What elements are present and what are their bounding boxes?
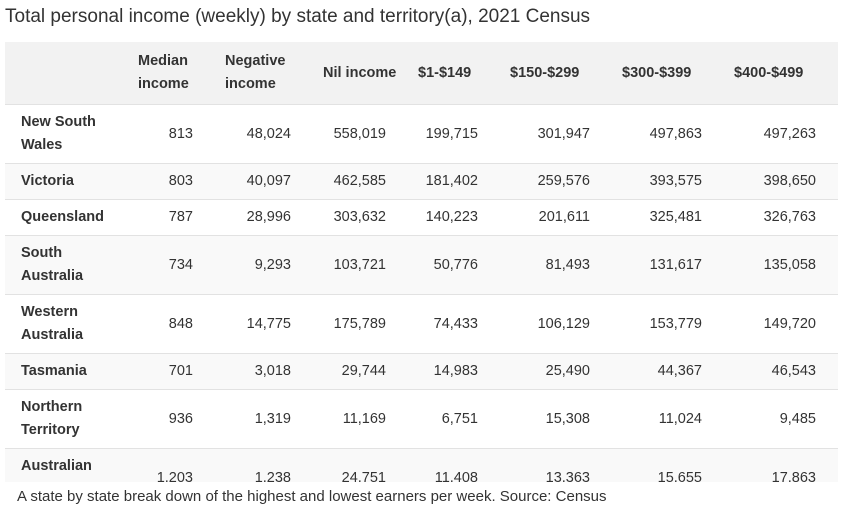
header-row: Median income Negative income Nil income $1… xyxy=(5,42,838,105)
value-cell: 81,493 xyxy=(500,235,612,295)
header-cell: Nil income xyxy=(313,42,408,105)
value-cell: 11,169 xyxy=(313,389,408,449)
value-cell: 181,402 xyxy=(408,163,500,200)
value-cell: 14,983 xyxy=(408,353,500,390)
value-cell: 199,715 xyxy=(408,104,500,164)
value-cell: 1,319 xyxy=(215,389,313,449)
value-cell: 74,433 xyxy=(408,294,500,354)
value-cell: 40,097 xyxy=(215,163,313,200)
state-cell: South Australia xyxy=(5,235,128,295)
value-cell: 15,308 xyxy=(500,389,612,449)
table-row: Tasmania 701 3,018 29,744 14,983 25,490 44,367… xyxy=(5,353,838,390)
state-cell: Tasmania xyxy=(5,353,128,390)
table-row: Australian Capital1,2031,23824,75111,408… xyxy=(5,448,838,482)
value-cell: 140,223 xyxy=(408,199,500,236)
header-cell: $300-$399 xyxy=(612,42,724,105)
value-cell: 393,575 xyxy=(612,163,724,200)
value-cell: 15,655 xyxy=(612,448,724,482)
value-cell: 131,617 xyxy=(612,235,724,295)
table-row: South Australia 734 9,293 103,721 50,776 81,4… xyxy=(5,235,838,295)
header-cell: $150-$299 xyxy=(500,42,612,105)
income-table: Median income Negative income Nil income $1… xyxy=(5,42,838,482)
value-cell: 497,863 xyxy=(612,104,724,164)
value-cell: 9,485 xyxy=(724,389,838,449)
state-cell: Northern Territory xyxy=(5,389,128,449)
header-cell: $400-$499 xyxy=(724,42,838,105)
header-cell: $1-$149 xyxy=(408,42,500,105)
value-cell: 6,751 xyxy=(408,389,500,449)
state-cell: New South Wales xyxy=(5,104,128,164)
value-cell: 153,779 xyxy=(612,294,724,354)
value-cell: 259,576 xyxy=(500,163,612,200)
value-cell: 103,721 xyxy=(313,235,408,295)
value-cell: 44,367 xyxy=(612,353,724,390)
value-cell: 497,263 xyxy=(724,104,838,164)
value-cell: 50,776 xyxy=(408,235,500,295)
header-cell xyxy=(5,42,128,105)
value-cell: 25,490 xyxy=(500,353,612,390)
state-cell: Queensland xyxy=(5,199,128,236)
value-cell: 24,751 xyxy=(313,448,408,482)
value-cell: 28,996 xyxy=(215,199,313,236)
header-cell: Negative income xyxy=(215,42,313,105)
table-wrap: Median income Negative income Nil income $1… xyxy=(5,42,838,482)
table-row: Northern Territory 936 1,319 11,169 6,751 15,… xyxy=(5,389,838,449)
value-cell: 301,947 xyxy=(500,104,612,164)
table-row: Western Australia 848 14,775 175,789 74,433 1… xyxy=(5,294,838,354)
value-cell: 29,744 xyxy=(313,353,408,390)
value-cell: 1,238 xyxy=(215,448,313,482)
table-row: Victoria 803 40,097 462,585 181,402 259,576 39… xyxy=(5,163,838,200)
value-cell: 175,789 xyxy=(313,294,408,354)
value-cell: 734 xyxy=(128,235,215,295)
value-cell: 3,018 xyxy=(215,353,313,390)
value-cell: 558,019 xyxy=(313,104,408,164)
value-cell: 11,408 xyxy=(408,448,500,482)
value-cell: 936 xyxy=(128,389,215,449)
value-cell: 326,763 xyxy=(724,199,838,236)
table-row: Queensland 787 28,996 303,632 140,223 201,611… xyxy=(5,199,838,236)
value-cell: 149,720 xyxy=(724,294,838,354)
value-cell: 803 xyxy=(128,163,215,200)
title: Total personal income (weekly) by state … xyxy=(5,6,591,27)
value-cell: 46,543 xyxy=(724,353,838,390)
value-cell: 17,863 xyxy=(724,448,838,482)
value-cell: 11,024 xyxy=(612,389,724,449)
state-cell: Australian Capital xyxy=(5,448,128,482)
value-cell: 48,024 xyxy=(215,104,313,164)
table-row: New South Wales 813 48,024 558,019 199,715 30… xyxy=(5,104,838,164)
value-cell: 462,585 xyxy=(313,163,408,200)
value-cell: 813 xyxy=(128,104,215,164)
caption: A state by state break down of the highe… xyxy=(17,488,607,505)
value-cell: 701 xyxy=(128,353,215,390)
header-cell: Median income xyxy=(128,42,215,105)
value-cell: 1,203 xyxy=(128,448,215,482)
value-cell: 325,481 xyxy=(612,199,724,236)
value-cell: 787 xyxy=(128,199,215,236)
value-cell: 14,775 xyxy=(215,294,313,354)
state-cell: Western Australia xyxy=(5,294,128,354)
value-cell: 848 xyxy=(128,294,215,354)
state-cell: Victoria xyxy=(5,163,128,200)
value-cell: 106,129 xyxy=(500,294,612,354)
value-cell: 13,363 xyxy=(500,448,612,482)
value-cell: 135,058 xyxy=(724,235,838,295)
value-cell: 201,611 xyxy=(500,199,612,236)
value-cell: 398,650 xyxy=(724,163,838,200)
value-cell: 9,293 xyxy=(215,235,313,295)
value-cell: 303,632 xyxy=(313,199,408,236)
